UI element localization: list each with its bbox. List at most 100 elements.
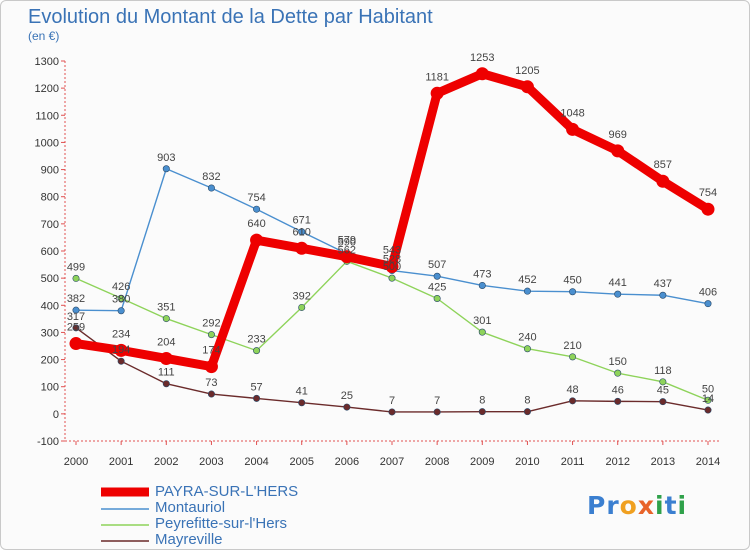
data-point (385, 259, 399, 273)
y-tick-label: 400 (41, 300, 59, 312)
data-point (69, 337, 83, 351)
logo-letter: P (587, 491, 607, 520)
data-point (388, 408, 396, 416)
data-point (523, 345, 531, 353)
logo-letter: t (664, 491, 678, 520)
data-label: 1048 (560, 107, 584, 119)
data-label: 194 (112, 344, 130, 356)
data-point (430, 86, 444, 100)
x-tick-label: 2000 (64, 456, 88, 468)
logo-letter: i (677, 491, 688, 520)
data-label: 1253 (470, 52, 494, 64)
data-point (117, 294, 125, 302)
data-label: 150 (609, 356, 627, 368)
y-tick-label: 100 (41, 382, 59, 394)
y-tick-label: 700 (41, 219, 59, 231)
data-label: 351 (157, 302, 175, 314)
data-label: 234 (112, 328, 130, 340)
data-label: 57 (250, 381, 262, 393)
data-point (117, 357, 125, 365)
data-label: 48 (566, 384, 578, 396)
data-point (388, 274, 396, 282)
data-label: 118 (654, 365, 672, 377)
y-tick-label: -100 (37, 436, 59, 448)
data-label: 969 (609, 129, 627, 141)
x-tick-label: 2006 (335, 456, 359, 468)
chart-title: Evolution du Montant de la Dette par Hab… (28, 6, 433, 28)
x-tick-label: 2004 (244, 456, 268, 468)
y-tick-label: 200 (41, 355, 59, 367)
data-point (114, 343, 128, 357)
data-label: 7 (389, 395, 395, 407)
legend-swatch-payra (101, 487, 149, 497)
data-point (433, 272, 441, 280)
logo-letter: r (606, 491, 620, 520)
legend-swatch-mayreville (101, 540, 149, 542)
data-label: 832 (202, 171, 220, 183)
y-tick-label: 500 (41, 273, 59, 285)
logo-letter: x (637, 491, 655, 520)
data-label: 240 (518, 332, 536, 344)
data-label: 671 (293, 215, 311, 227)
data-label: 292 (202, 318, 220, 330)
series-line (75, 168, 709, 312)
data-label: 562 (338, 244, 356, 256)
data-label: 528 (383, 254, 401, 266)
data-point (478, 408, 486, 416)
series-line (75, 69, 711, 372)
data-point (433, 408, 441, 416)
data-label: 450 (563, 275, 581, 287)
data-label: 382 (67, 293, 85, 305)
data-label: 73 (205, 377, 217, 389)
x-tick-label: 2007 (380, 456, 404, 468)
legend-label: Montauriol (155, 499, 226, 516)
data-point (704, 396, 712, 404)
x-tick-label: 2001 (109, 456, 133, 468)
data-point (253, 205, 261, 213)
data-point (340, 250, 354, 264)
data-point (704, 300, 712, 308)
data-label: 754 (699, 187, 717, 199)
data-point (298, 228, 306, 236)
data-point (520, 80, 534, 94)
data-label: 111 (158, 367, 175, 379)
data-label: 14 (702, 393, 714, 405)
data-label: 426 (112, 281, 130, 293)
chart-unit-label: (en €) (28, 29, 60, 43)
data-label: 473 (473, 268, 491, 280)
y-tick-label: 800 (41, 192, 59, 204)
y-tick-label: 300 (41, 327, 59, 339)
data-label: 7 (434, 395, 440, 407)
data-point (117, 307, 125, 315)
data-label: 259 (67, 322, 85, 334)
data-label: 903 (157, 152, 175, 164)
data-point (433, 294, 441, 302)
data-point (162, 315, 170, 323)
data-label: 41 (296, 386, 308, 398)
legend-label: Peyrefitte-sur-l'Hers (155, 515, 288, 532)
data-label: 45 (657, 385, 669, 397)
data-point (659, 291, 667, 299)
data-label: 500 (383, 261, 401, 273)
data-point (659, 378, 667, 386)
x-tick-label: 2005 (289, 456, 313, 468)
series-layer (69, 67, 715, 416)
data-point (162, 165, 170, 173)
data-label: 437 (654, 278, 672, 290)
data-label: 640 (247, 218, 265, 230)
data-label: 210 (563, 340, 581, 352)
y-tick-label: 1300 (35, 56, 59, 68)
legend-label: Mayreville (155, 531, 223, 548)
data-label: 406 (699, 287, 717, 299)
data-label: 610 (293, 226, 311, 238)
data-point (250, 233, 264, 247)
data-point (614, 369, 622, 377)
x-tick-label: 2013 (651, 456, 675, 468)
x-tick-label: 2014 (696, 456, 720, 468)
data-label: 857 (654, 159, 672, 171)
data-label: 317 (67, 311, 85, 323)
data-point (253, 394, 261, 402)
data-label: 301 (473, 315, 491, 327)
